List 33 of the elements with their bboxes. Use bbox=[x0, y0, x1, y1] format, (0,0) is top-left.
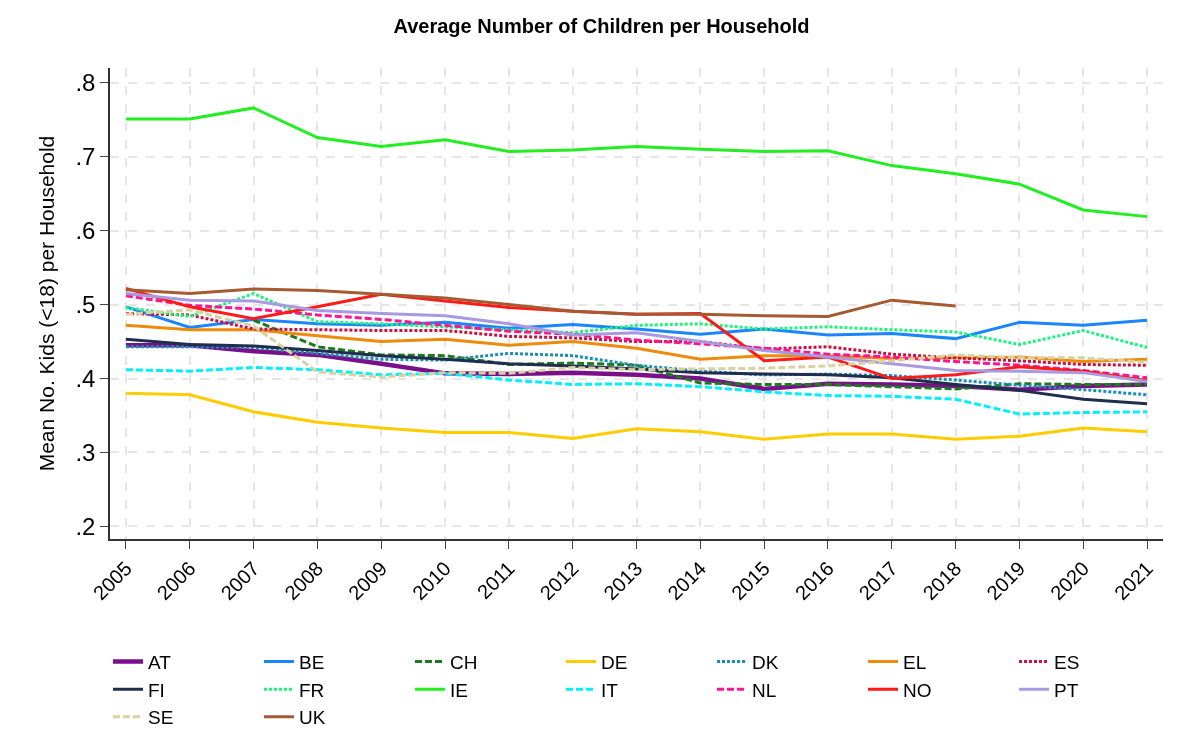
legend-label: AT bbox=[148, 651, 172, 673]
line-series bbox=[124, 337, 1149, 406]
legend-label: IE bbox=[450, 679, 468, 701]
y-axis-title: Mean No. Kids (<18) per Household bbox=[35, 135, 59, 472]
line-series bbox=[124, 287, 958, 318]
legend-label: DE bbox=[601, 651, 628, 673]
line-series bbox=[124, 311, 1149, 367]
chart-title: Average Number of Children per Household bbox=[393, 14, 810, 37]
y-tick-label: .5 bbox=[75, 291, 96, 319]
legend-label: FR bbox=[299, 679, 325, 701]
legend-label: DK bbox=[752, 651, 779, 673]
legend-label: NO bbox=[903, 679, 932, 701]
y-tick-label: .7 bbox=[75, 143, 96, 171]
legend-label: PT bbox=[1054, 679, 1079, 701]
legend-label: BE bbox=[299, 651, 325, 673]
line-series bbox=[124, 391, 1149, 441]
line-series bbox=[124, 292, 1149, 349]
legend-label: ES bbox=[1054, 651, 1080, 673]
legend-label: FI bbox=[148, 679, 165, 701]
legend-label: CH bbox=[450, 651, 478, 673]
legend-label: EL bbox=[903, 651, 927, 673]
y-tick-label: .4 bbox=[75, 364, 96, 392]
legend-label: SE bbox=[148, 707, 174, 729]
line-series bbox=[252, 318, 1149, 391]
y-tick-label: .8 bbox=[75, 69, 96, 97]
y-tick-label: .6 bbox=[75, 217, 96, 245]
line-series bbox=[124, 106, 1149, 219]
line-series bbox=[124, 365, 1149, 416]
legend-label: UK bbox=[299, 707, 326, 729]
legend-label: IT bbox=[601, 679, 619, 701]
y-tick-label: .3 bbox=[75, 438, 96, 466]
y-tick-label: .2 bbox=[75, 512, 96, 540]
legend-label: NL bbox=[752, 679, 777, 701]
